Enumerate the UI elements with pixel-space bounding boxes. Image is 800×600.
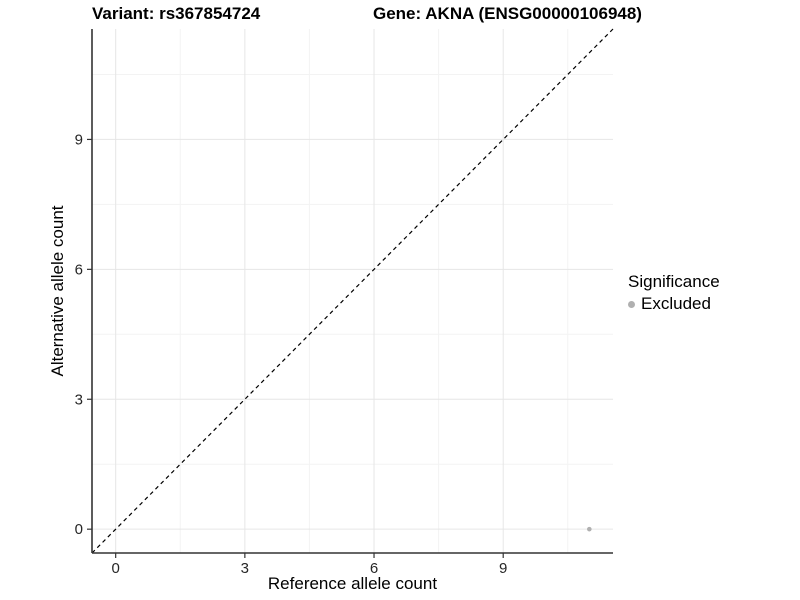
legend-item-excluded: Excluded — [628, 294, 720, 314]
excluded-point-icon — [628, 300, 635, 308]
y-tick-label: 9 — [75, 131, 83, 148]
y-axis-label-text: Alternative allele count — [48, 205, 67, 377]
x-tick-label: 3 — [241, 560, 249, 577]
y-tick-label: 3 — [75, 391, 83, 408]
x-axis-label: Reference allele count — [267, 574, 438, 593]
identity-reference-line — [91, 28, 614, 554]
legend-title: Significance — [628, 272, 720, 291]
y-tick-label: 6 — [75, 261, 83, 278]
x-tick-label: 0 — [112, 560, 120, 577]
legend: Significance Excluded — [628, 272, 720, 314]
x-tick-label: 6 — [370, 560, 378, 577]
legend-item-label: Excluded — [641, 294, 711, 313]
y-tick-label: 0 — [75, 521, 83, 538]
data-point — [587, 526, 592, 532]
gene-title: Gene: AKNA (ENSG00000106948) — [373, 4, 642, 23]
variant-title: Variant: rs367854724 — [92, 4, 261, 23]
x-tick-label: 9 — [499, 560, 507, 577]
